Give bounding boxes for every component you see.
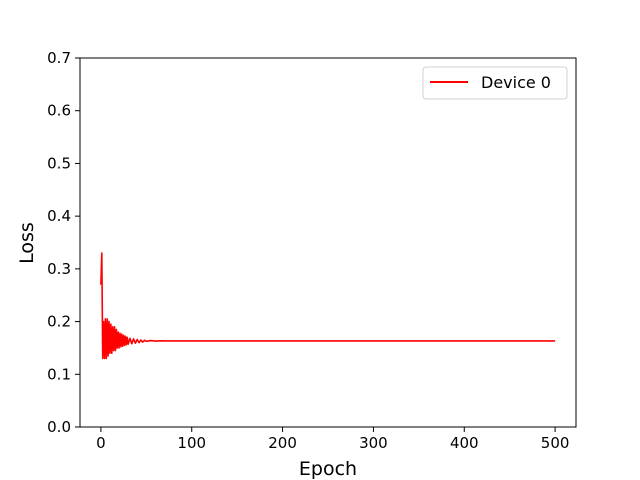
axes-frame <box>79 57 577 428</box>
plot-area <box>79 57 577 428</box>
legend-box <box>422 66 568 100</box>
y-tick-label: 0.4 <box>47 207 71 225</box>
x-axis-ticks: 0 100 200 300 400 500 <box>96 427 569 452</box>
series-line-device-0 <box>100 252 556 360</box>
legend: Device 0 <box>422 66 568 100</box>
legend-label-device-0: Device 0 <box>481 73 551 92</box>
y-tick-label: 0.3 <box>47 260 71 278</box>
y-tick-label: 0.5 <box>47 154 71 172</box>
y-tick-label: 0.1 <box>47 365 71 383</box>
y-axis-ticks: 0.0 0.1 0.2 0.3 0.4 0.5 0.6 0.7 <box>47 49 80 436</box>
x-tick-label: 500 <box>541 434 570 452</box>
x-tick-label: 300 <box>359 434 388 452</box>
x-axis-label: Epoch <box>299 458 357 480</box>
x-tick-label: 100 <box>177 434 206 452</box>
x-tick-label: 0 <box>96 434 106 452</box>
axes-background <box>80 58 576 427</box>
y-tick-label: 0.0 <box>47 418 71 436</box>
x-tick-label: 200 <box>268 434 297 452</box>
x-tick-label: 400 <box>450 434 479 452</box>
y-tick-label: 0.2 <box>47 313 71 331</box>
series-layer <box>100 252 556 360</box>
y-tick-label: 0.7 <box>47 49 71 67</box>
y-tick-label: 0.6 <box>47 102 71 120</box>
y-axis-label: Loss <box>16 222 38 264</box>
